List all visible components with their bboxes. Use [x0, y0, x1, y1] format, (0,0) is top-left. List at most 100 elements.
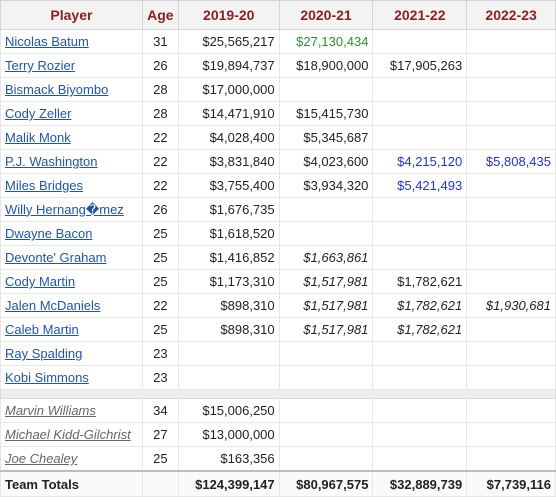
salary-cell-2020-21: $18,900,000 [278, 53, 374, 78]
age-cell: 25 [141, 446, 179, 472]
player-cell: Bismack Biyombo [0, 77, 143, 102]
player-link[interactable]: Ray Spalding [5, 346, 83, 361]
player-row: Cody Zeller 28 $14,471,910 $15,415,730 [0, 101, 556, 126]
player-link[interactable]: Michael Kidd-Gilchrist [5, 427, 131, 442]
player-cell: Joe Chealey [0, 446, 143, 472]
salary-cell-2020-21: $1,517,981 [278, 317, 374, 342]
salary-cell-2019-20: $3,755,400 [177, 173, 280, 198]
salary-cell-2020-21: $1,517,981 [278, 293, 374, 318]
salary-cell-2022-23 [466, 221, 556, 246]
salary-cell-2020-21 [278, 221, 374, 246]
salary-cell-2021-22 [372, 365, 468, 390]
player-link[interactable]: Marvin Williams [5, 403, 96, 418]
salary-cell-2020-21 [278, 446, 374, 472]
age-cell: 31 [141, 29, 179, 54]
player-cell: Jalen McDaniels [0, 293, 143, 318]
column-header-player[interactable]: Player [0, 0, 143, 30]
player-cell: P.J. Washington [0, 149, 143, 174]
player-cell: Malik Monk [0, 125, 143, 150]
player-row: Devonte' Graham 25 $1,416,852 $1,663,861 [0, 245, 556, 270]
column-header-2019-20[interactable]: 2019-20 [177, 0, 280, 30]
salary-cell-2019-20: $4,028,400 [177, 125, 280, 150]
column-header-2021-22[interactable]: 2021-22 [372, 0, 468, 30]
salary-cell-2022-23 [466, 77, 556, 102]
player-link[interactable]: Kobi Simmons [5, 370, 89, 385]
salary-cell-2022-23 [466, 53, 556, 78]
player-cell: Miles Bridges [0, 173, 143, 198]
age-cell: 22 [141, 125, 179, 150]
salary-cell-2019-20: $15,006,250 [177, 398, 280, 423]
salary-cell-2020-21 [278, 422, 374, 447]
salary-cell-2021-22 [372, 341, 468, 366]
salary-cell-2019-20: $3,831,840 [177, 149, 280, 174]
former-player-row: Michael Kidd-Gilchrist 27 $13,000,000 [0, 422, 556, 447]
former-player-row: Joe Chealey 25 $163,356 [0, 446, 556, 472]
player-cell: Cody Martin [0, 269, 143, 294]
salary-cell-2019-20: $1,618,520 [177, 221, 280, 246]
salary-cell-2022-23 [466, 245, 556, 270]
player-link[interactable]: Devonte' Graham [5, 250, 107, 265]
salary-cell-2020-21 [278, 398, 374, 423]
player-link[interactable]: Willy Hernang�mez [5, 201, 124, 217]
team-totals-row: Team Totals $124,399,147 $80,967,575 $32… [0, 470, 556, 497]
salary-cell-2019-20: $898,310 [177, 317, 280, 342]
player-row: Malik Monk 22 $4,028,400 $5,345,687 [0, 125, 556, 150]
salary-cell-2021-22 [372, 197, 468, 222]
salary-cell-2021-22: $1,782,621 [372, 293, 468, 318]
salary-cell-2022-23 [466, 446, 556, 472]
player-link[interactable]: Miles Bridges [5, 178, 84, 193]
salary-cell-2021-22 [372, 77, 468, 102]
salary-cell-2019-20: $1,676,735 [177, 197, 280, 222]
player-link[interactable]: Joe Chealey [5, 451, 78, 466]
age-cell: 25 [141, 221, 179, 246]
player-row: Nicolas Batum 31 $25,565,217 $27,130,434 [0, 29, 556, 54]
player-row: Caleb Martin 25 $898,310 $1,517,981 $1,782,6… [0, 317, 556, 342]
age-cell: 28 [141, 101, 179, 126]
player-link[interactable]: Jalen McDaniels [5, 298, 101, 313]
salary-cell-2022-23 [466, 341, 556, 366]
salary-cell-2019-20: $1,173,310 [177, 269, 280, 294]
salary-cell-2021-22 [372, 245, 468, 270]
player-link[interactable]: Caleb Martin [5, 322, 79, 337]
player-row: Cody Martin 25 $1,173,310 $1,517,981 $1,782,… [0, 269, 556, 294]
salary-cell-2019-20: $1,416,852 [177, 245, 280, 270]
salary-cell-2021-22 [372, 29, 468, 54]
age-cell: 25 [141, 269, 179, 294]
section-gap [0, 389, 556, 399]
player-link[interactable]: P.J. Washington [5, 154, 98, 169]
column-header-2020-21[interactable]: 2020-21 [278, 0, 374, 30]
salary-cell-2022-23: $5,808,435 [466, 149, 556, 174]
player-link[interactable]: Malik Monk [5, 130, 71, 145]
salary-cell-2022-23: $1,930,681 [466, 293, 556, 318]
player-link[interactable]: Nicolas Batum [5, 34, 89, 49]
totals-label: Team Totals [0, 470, 143, 497]
salary-cell-2020-21: $1,517,981 [278, 269, 374, 294]
totals-2021-22: $32,889,739 [372, 470, 468, 497]
salary-cell-2022-23 [466, 398, 556, 423]
totals-2022-23: $7,739,116 [466, 470, 556, 497]
salary-cell-2019-20: $17,000,000 [177, 77, 280, 102]
player-link[interactable]: Dwayne Bacon [5, 226, 93, 241]
salary-cell-2021-22: $17,905,263 [372, 53, 468, 78]
player-cell: Ray Spalding [0, 341, 143, 366]
player-link[interactable]: Terry Rozier [5, 58, 76, 73]
player-row: Bismack Biyombo 28 $17,000,000 [0, 77, 556, 102]
totals-2019-20: $124,399,147 [177, 470, 280, 497]
header-row: Player Age 2019-20 2020-21 2021-22 2022-… [0, 0, 556, 30]
salary-cell-2022-23 [466, 365, 556, 390]
column-header-2022-23[interactable]: 2022-23 [466, 0, 556, 30]
salary-cell-2020-21: $15,415,730 [278, 101, 374, 126]
column-header-age[interactable]: Age [141, 0, 179, 30]
salary-cell-2020-21: $4,023,600 [278, 149, 374, 174]
player-link[interactable]: Bismack Biyombo [5, 82, 109, 97]
player-row: Ray Spalding 23 [0, 341, 556, 366]
salary-cell-2021-22 [372, 101, 468, 126]
age-cell: 22 [141, 293, 179, 318]
player-link[interactable]: Cody Martin [5, 274, 76, 289]
player-row: Kobi Simmons 23 [0, 365, 556, 390]
player-link[interactable]: Cody Zeller [5, 106, 72, 121]
player-cell: Kobi Simmons [0, 365, 143, 390]
age-cell: 23 [141, 341, 179, 366]
player-row: Jalen McDaniels 22 $898,310 $1,517,981 $1,78… [0, 293, 556, 318]
